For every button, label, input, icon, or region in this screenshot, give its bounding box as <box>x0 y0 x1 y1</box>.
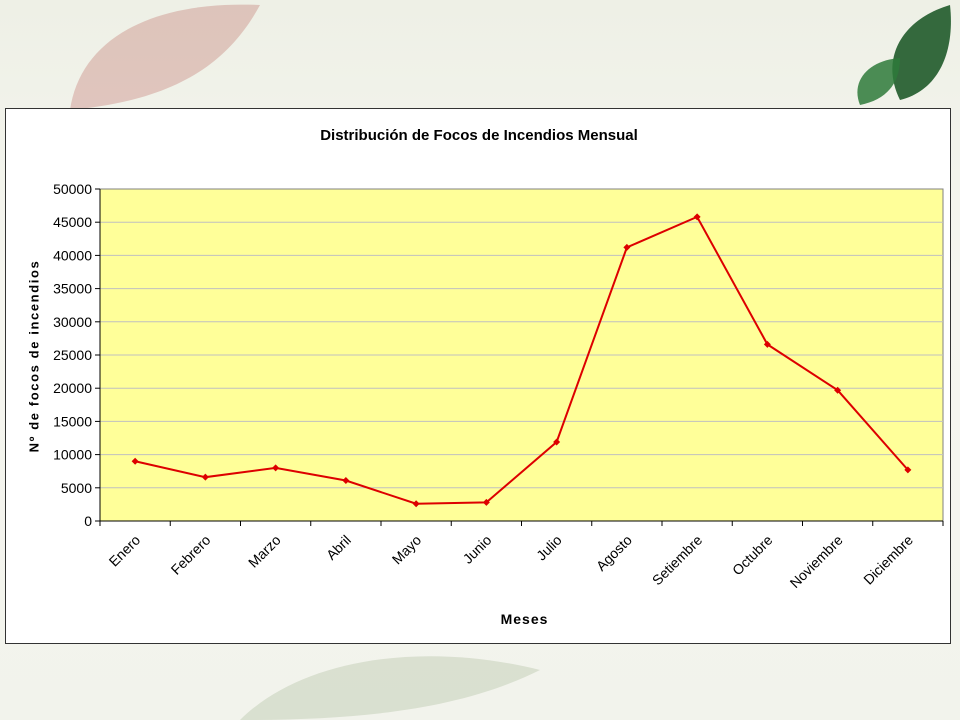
data-point <box>131 457 139 465</box>
chart-title: Distribución de Focos de Incendios Mensu… <box>320 127 638 144</box>
y-tick-label: 5000 <box>61 480 92 496</box>
x-tick-label: Diciembre <box>860 532 916 588</box>
x-tick-label: Julio <box>533 532 565 564</box>
data-point <box>272 464 280 472</box>
data-point <box>904 466 912 474</box>
series-line <box>134 215 909 505</box>
y-tick-label: 25000 <box>53 347 92 363</box>
x-tick-label: Noviembre <box>787 532 846 591</box>
chart-container: Distribución de Focos de Incendios Mensu… <box>5 108 951 644</box>
y-axis-title: Nº de focos de incendios <box>26 259 42 453</box>
data-point <box>834 386 842 394</box>
x-tick-label: Marzo <box>245 532 284 571</box>
x-tick-label: Octubre <box>729 532 776 579</box>
x-tick-label: Enero <box>106 532 144 570</box>
data-point <box>763 340 771 348</box>
background-leaf-red-icon <box>70 4 260 110</box>
data-point <box>693 213 701 221</box>
y-tick-label: 35000 <box>53 281 92 297</box>
y-tick-label: 40000 <box>53 247 92 263</box>
y-tick-label: 10000 <box>53 447 92 463</box>
x-tick-label: Agosto <box>593 532 635 574</box>
y-tick-label: 0 <box>84 513 92 529</box>
data-point <box>623 243 631 251</box>
y-tick-label: 45000 <box>53 214 92 230</box>
x-axis-title: Meses <box>500 611 549 627</box>
data-point <box>482 498 490 506</box>
x-tick-label: Abril <box>323 532 354 563</box>
y-tick-label: 50000 <box>53 181 92 197</box>
y-tick-label: 30000 <box>53 314 92 330</box>
data-point <box>553 438 561 446</box>
background-leaf-green-icon <box>857 5 951 105</box>
background-leaf-bottom-icon <box>240 656 540 720</box>
x-tick-label: Febrero <box>168 532 214 578</box>
y-tick-label: 20000 <box>53 380 92 396</box>
x-tick-label: Mayo <box>389 532 425 568</box>
data-point <box>201 473 209 481</box>
x-tick-label: Junio <box>460 532 495 567</box>
y-tick-label: 15000 <box>53 413 92 429</box>
line-chart: 0 5000 10000 15000 20000 25000 30000 35000 40000… <box>53 181 944 591</box>
data-point <box>342 476 350 484</box>
x-tick-label: Setiembre <box>649 532 706 589</box>
data-point <box>412 500 420 508</box>
